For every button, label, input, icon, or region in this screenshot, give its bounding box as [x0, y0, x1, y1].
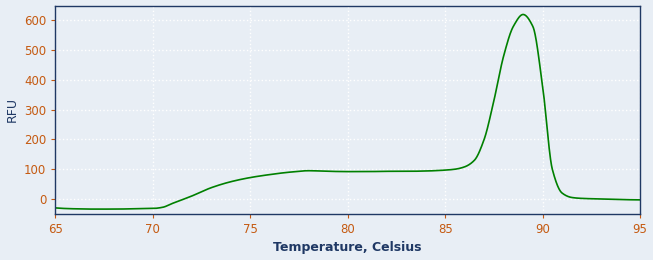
X-axis label: Temperature, Celsius: Temperature, Celsius	[274, 242, 422, 255]
Y-axis label: RFU: RFU	[6, 97, 18, 122]
